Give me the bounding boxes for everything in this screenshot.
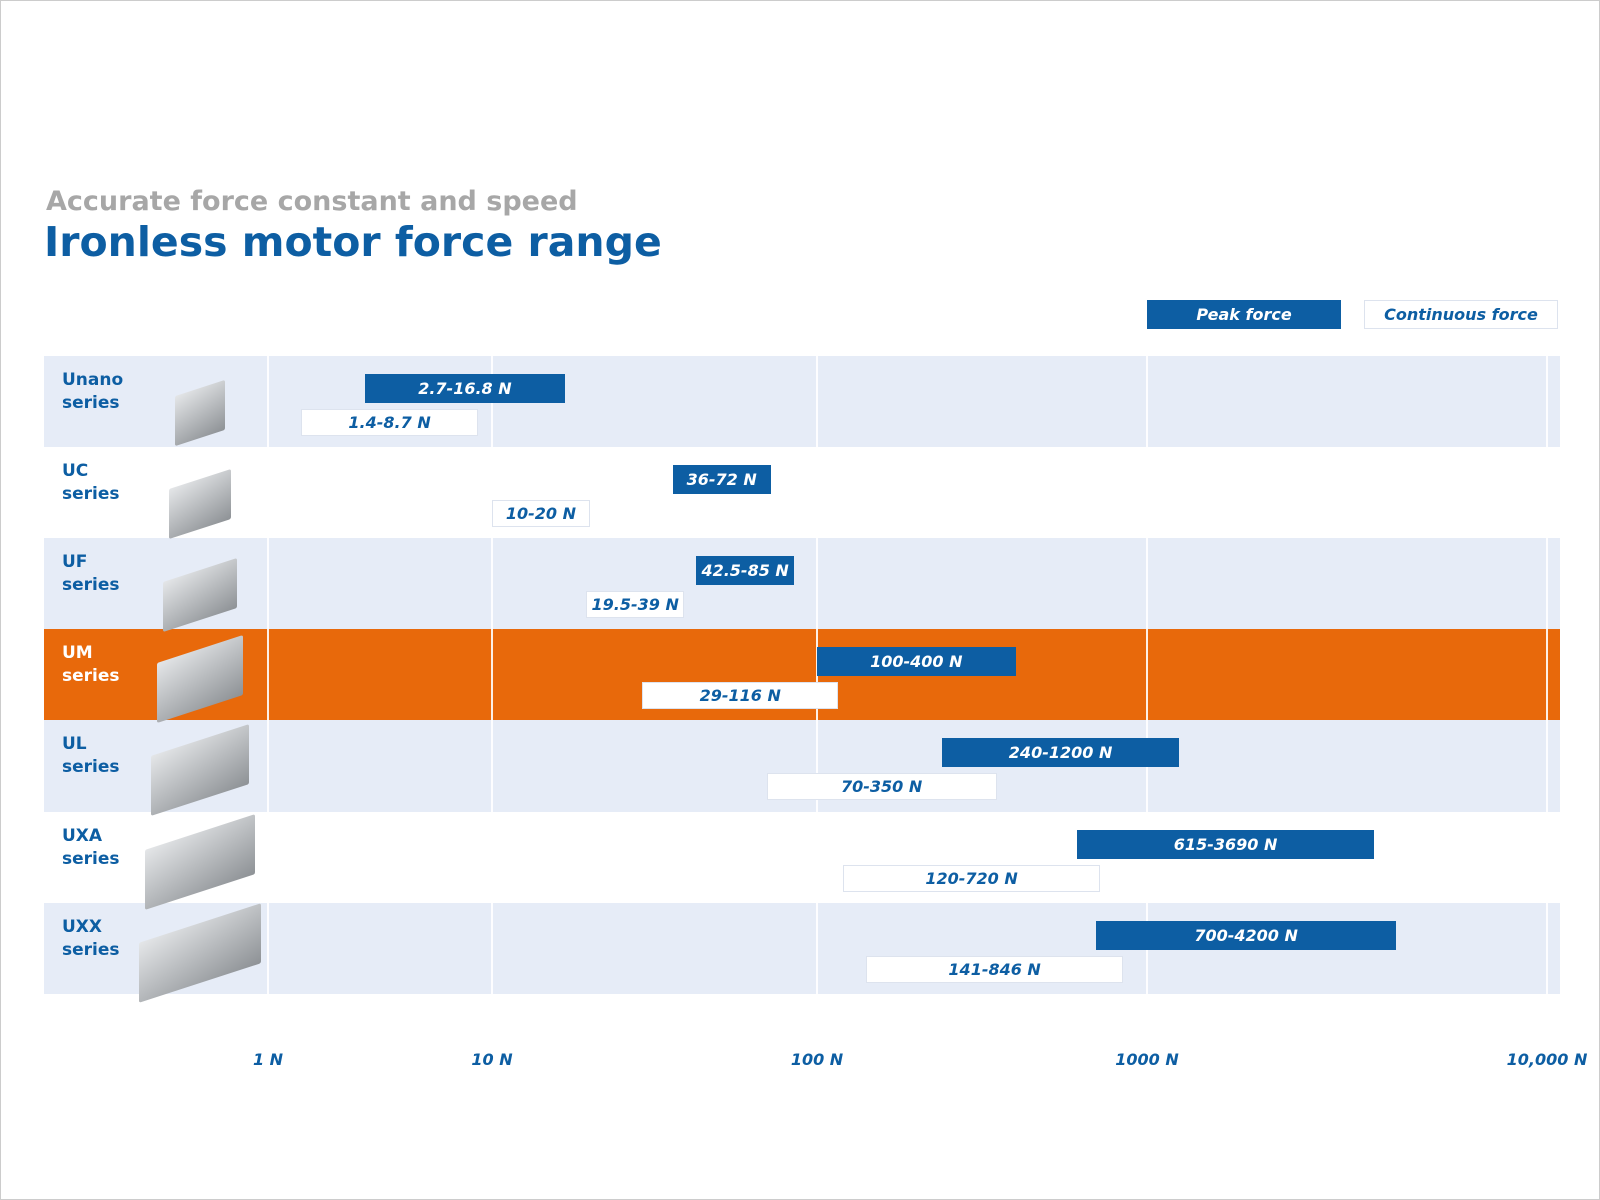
value-label: 120-720 N [925, 868, 1018, 888]
legend-label: Peak force [1196, 305, 1292, 324]
row-band [44, 538, 1560, 630]
x-tick-label: 10,000 N [1506, 1049, 1588, 1069]
range-bar [586, 591, 685, 619]
category-label: UL series [62, 734, 120, 778]
x-tick-label: 10 N [471, 1049, 513, 1069]
grid-line [1146, 356, 1148, 994]
value-label: 615-3690 N [1173, 834, 1278, 854]
range-bar [942, 738, 1179, 768]
grid-line [491, 356, 493, 994]
range-bar [766, 773, 997, 801]
row-band [44, 356, 1560, 448]
value-label: 19.5-39 N [591, 595, 679, 615]
grid-line [267, 356, 269, 994]
value-label: 1.4-8.7 N [348, 413, 431, 432]
row-band [44, 447, 1560, 539]
subtitle: Accurate force constant and speed [46, 186, 578, 217]
legend-swatch [1364, 300, 1558, 329]
value-label: 240-1200 N [1008, 743, 1113, 763]
value-label: 700-4200 N [1194, 925, 1298, 945]
grid-line [1546, 356, 1548, 994]
category-label: UXA series [62, 825, 120, 869]
range-bar [642, 682, 839, 710]
category-label: UXX series [62, 916, 120, 960]
value-label: 36-72 N [686, 470, 757, 490]
value-label: 29-116 N [699, 686, 781, 706]
range-bar [1095, 920, 1397, 950]
range-bar [300, 409, 479, 436]
category-label: UM series [62, 643, 120, 687]
legend-label: Continuous force [1384, 305, 1538, 324]
range-bar [492, 500, 590, 528]
range-bar [843, 864, 1100, 892]
category-label: Unano series [62, 370, 124, 413]
range-bar [364, 374, 566, 403]
value-label: 70-350 N [840, 777, 923, 797]
range-bar [866, 955, 1124, 983]
value-label: 141-846 N [948, 959, 1041, 979]
range-bar [817, 647, 1016, 677]
range-bar [1077, 829, 1374, 859]
value-label: 42.5-85 N [701, 561, 789, 581]
value-label: 2.7-16.8 N [418, 379, 512, 398]
range-bar [696, 556, 795, 586]
chart-title: Ironless motor force range [44, 218, 662, 266]
value-label: 100-400 N [870, 652, 963, 672]
value-label: 10-20 N [505, 504, 576, 524]
x-tick-label: 1 N [252, 1049, 284, 1069]
range-bar [672, 465, 771, 495]
category-label: UC series [62, 461, 120, 505]
x-tick-label: 1000 N [1115, 1049, 1179, 1069]
category-label: UF series [62, 552, 120, 596]
x-tick-label: 100 N [790, 1049, 844, 1069]
legend-swatch [1147, 300, 1341, 329]
